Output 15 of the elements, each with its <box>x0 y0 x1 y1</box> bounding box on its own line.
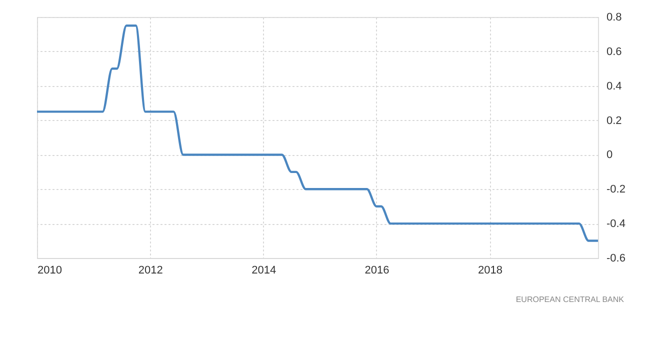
y-tick-label: 0.6 <box>606 46 622 58</box>
x-tick-label: 2016 <box>364 264 390 276</box>
y-tick-label: 0 <box>606 149 613 162</box>
y-tick-label: -0.6 <box>606 252 626 264</box>
x-tick-label: 2018 <box>478 264 502 276</box>
y-tick-label: 0.8 <box>606 12 622 24</box>
y-tick-label: -0.2 <box>606 184 626 196</box>
text: EUROPEAN CENTRAL BANK <box>516 295 625 304</box>
y-tick-label: 0.4 <box>606 80 622 92</box>
x-tick-label: 2012 <box>138 264 163 276</box>
line-series <box>36 24 600 242</box>
y-tick-label: 0.2 <box>606 114 622 127</box>
x-tick-label: 2014 <box>252 264 276 276</box>
x-tick-label: 2010 <box>38 264 62 276</box>
y-tick-label: -0.4 <box>606 218 626 230</box>
